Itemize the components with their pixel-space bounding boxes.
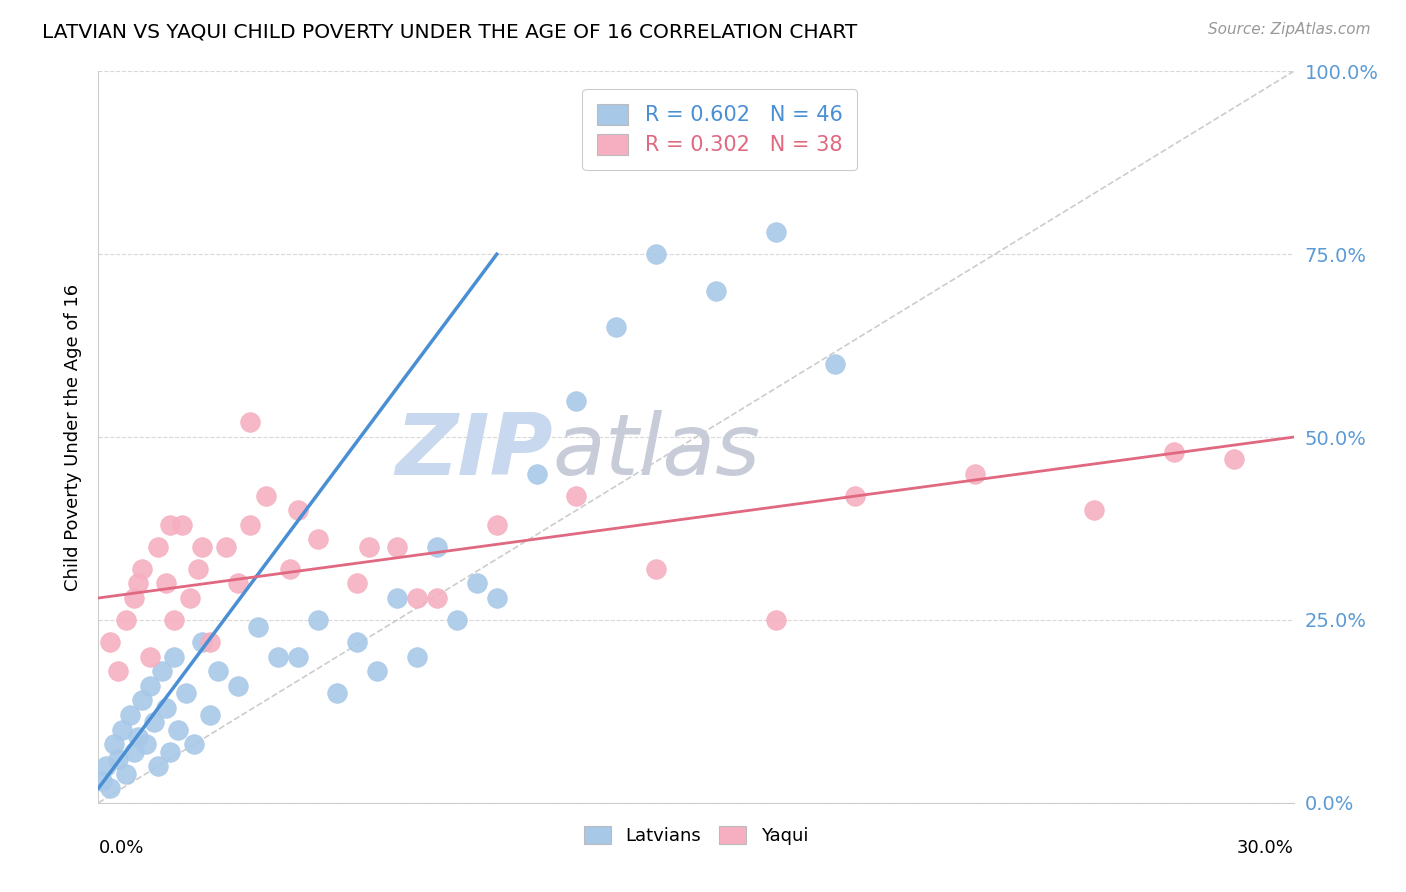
Point [346,576,368,591]
Point [426,540,449,554]
Point [406,591,429,605]
Point [704,284,727,298]
Point [326,686,349,700]
Point [150,664,173,678]
Point [179,591,201,605]
Point [139,649,162,664]
Point [246,620,269,634]
Point [115,766,138,780]
Point [183,737,205,751]
Point [645,247,668,261]
Point [307,533,329,547]
Point [124,745,146,759]
Point [143,715,166,730]
Point [239,416,262,430]
Point [963,467,986,481]
Point [426,591,449,605]
Point [124,591,146,605]
Point [131,693,153,707]
Point [226,679,249,693]
Point [565,393,588,408]
Point [605,320,627,334]
Text: ZIP: ZIP [395,410,553,493]
Point [239,517,262,532]
Point [446,613,468,627]
Point [163,649,186,664]
Point [155,576,177,591]
Point [159,517,181,532]
Point [485,517,508,532]
Point [155,700,177,714]
Point [98,781,122,796]
Text: 0.0%: 0.0% [98,839,143,857]
Point [107,752,129,766]
Point [645,562,668,576]
Point [174,686,197,700]
Point [385,591,409,605]
Point [115,613,138,627]
Point [120,708,142,723]
Text: atlas: atlas [553,410,761,493]
Point [127,576,149,591]
Point [287,649,309,664]
Point [366,664,388,678]
Point [307,613,329,627]
Point [267,649,290,664]
Point [191,540,214,554]
Point [346,635,368,649]
Point [1163,444,1185,458]
Point [159,745,181,759]
Point [485,591,508,605]
Point [844,489,866,503]
Point [107,664,129,678]
Point [198,708,221,723]
Legend: Latvians, Yaqui: Latvians, Yaqui [576,819,815,852]
Point [91,773,114,788]
Point [526,467,548,481]
Point [163,613,186,627]
Point [135,737,157,751]
Text: Source: ZipAtlas.com: Source: ZipAtlas.com [1208,22,1371,37]
Text: 30.0%: 30.0% [1237,839,1294,857]
Point [148,540,170,554]
Point [198,635,221,649]
Y-axis label: Child Poverty Under the Age of 16: Child Poverty Under the Age of 16 [63,284,82,591]
Point [103,737,125,751]
Point [139,679,162,693]
Point [765,613,787,627]
Point [359,540,381,554]
Point [148,759,170,773]
Point [1083,503,1105,517]
Point [215,540,238,554]
Point [406,649,429,664]
Point [1223,452,1246,467]
Point [98,635,122,649]
Point [207,664,229,678]
Point [167,723,190,737]
Text: LATVIAN VS YAQUI CHILD POVERTY UNDER THE AGE OF 16 CORRELATION CHART: LATVIAN VS YAQUI CHILD POVERTY UNDER THE… [42,22,858,41]
Point [226,576,249,591]
Point [287,503,309,517]
Point [187,562,209,576]
Point [278,562,301,576]
Point [254,489,277,503]
Point [824,357,846,371]
Point [172,517,194,532]
Point [565,489,588,503]
Point [765,225,787,239]
Point [385,540,409,554]
Point [465,576,488,591]
Point [131,562,153,576]
Point [191,635,214,649]
Point [127,730,149,744]
Point [111,723,134,737]
Point [96,759,118,773]
